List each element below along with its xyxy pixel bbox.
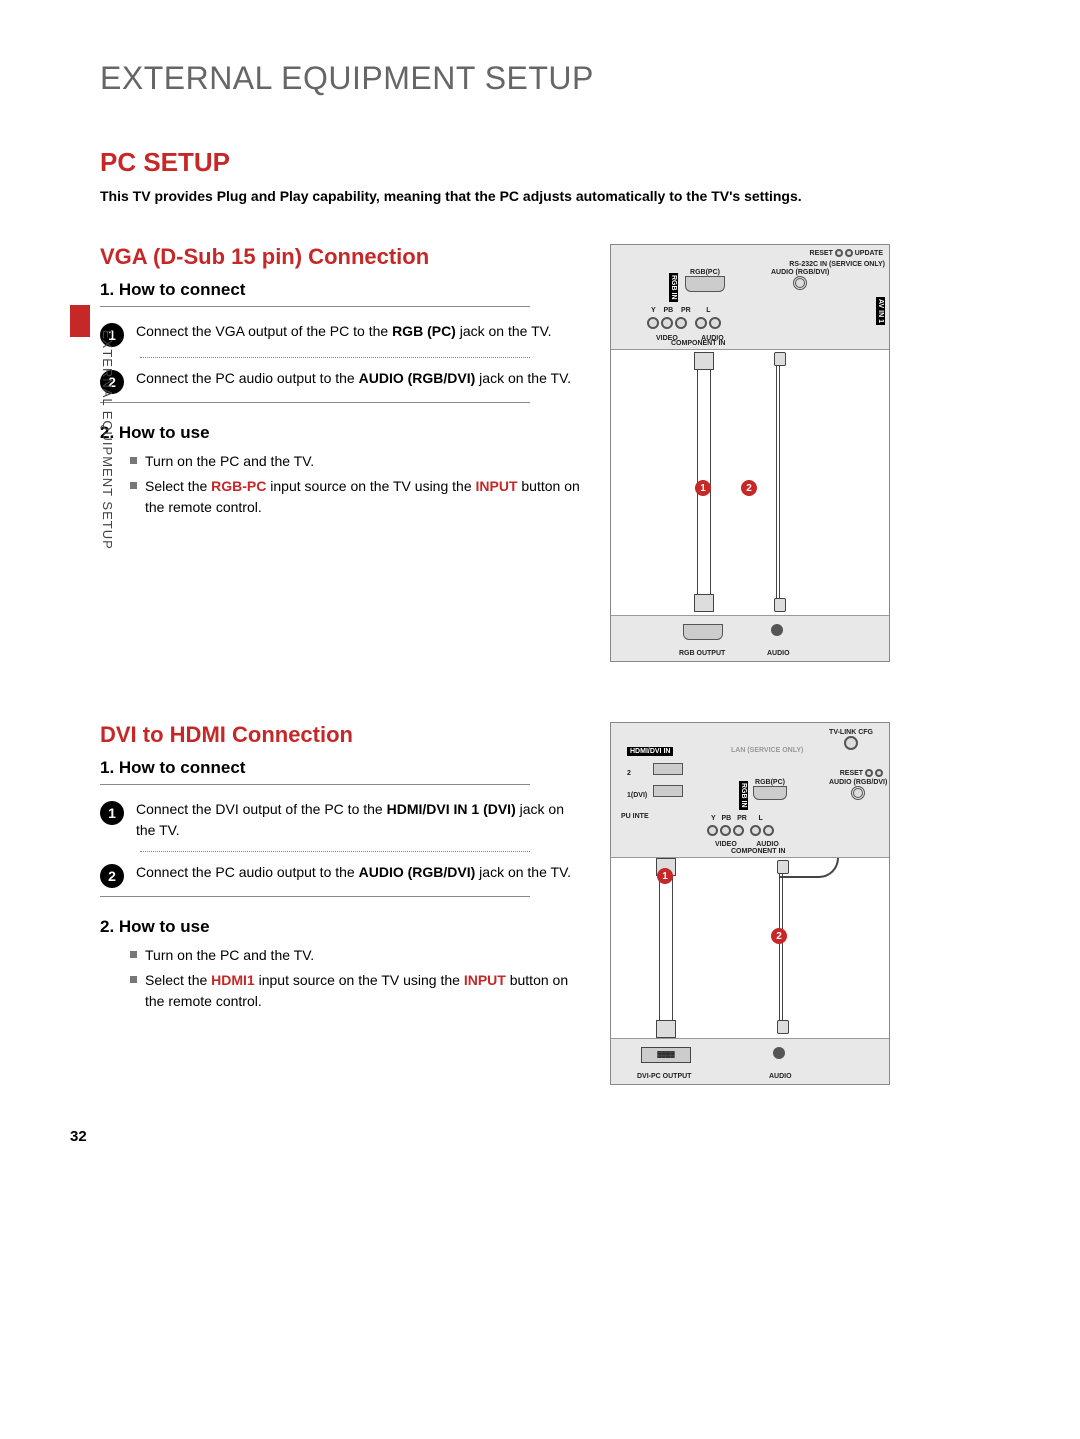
vga-step-1: 1 Connect the VGA output of the PC to th… (100, 321, 580, 347)
bullet-icon (130, 482, 137, 489)
step-text: Connect the DVI output of the PC to the … (136, 799, 580, 841)
divider (100, 896, 530, 897)
side-accent-tab (70, 305, 90, 337)
step-text: Connect the VGA output of the PC to the … (136, 321, 580, 342)
vga-title: VGA (D-Sub 15 pin) Connection (100, 244, 580, 270)
vga-step-2: 2 Connect the PC audio output to the AUD… (100, 368, 580, 394)
bullet-icon (130, 976, 137, 983)
divider (100, 784, 530, 785)
page-title: EXTERNAL EQUIPMENT SETUP (100, 60, 1010, 97)
divider (100, 402, 530, 403)
step-text: Connect the PC audio output to the AUDIO… (136, 368, 580, 389)
side-section-label: EXTERNAL EQUIPMENT SETUP (100, 330, 115, 550)
intro-text: This TV provides Plug and Play capabilit… (100, 188, 1010, 204)
vga-connection-diagram: RESET UPDATE RS-232C IN (SERVICE ONLY) R… (610, 244, 890, 662)
bullet-item: Select the RGB-PC input source on the TV… (130, 476, 580, 518)
step-number-badge: 1 (100, 801, 124, 825)
dvi-connect-title: 1. How to connect (100, 758, 580, 778)
divider (100, 306, 530, 307)
dvi-step-1: 1 Connect the DVI output of the PC to th… (100, 799, 580, 841)
divider-dotted (140, 851, 530, 852)
vga-connect-title: 1. How to connect (100, 280, 580, 300)
section-title: PC SETUP (100, 147, 1010, 178)
dvi-connection-diagram: TV-LINK CFG LAN (SERVICE ONLY) RESET HDM… (610, 722, 890, 1085)
bullet-icon (130, 457, 137, 464)
divider-dotted (140, 357, 530, 358)
step-number-badge: 2 (100, 864, 124, 888)
page-number: 32 (70, 1128, 87, 1145)
bullet-icon (130, 951, 137, 958)
step-text: Connect the PC audio output to the AUDIO… (136, 862, 580, 883)
dvi-step-2: 2 Connect the PC audio output to the AUD… (100, 862, 580, 888)
vga-use-title: 2. How to use (100, 423, 580, 443)
bullet-item: Turn on the PC and the TV. (130, 945, 580, 966)
bullet-item: Select the HDMI1 input source on the TV … (130, 970, 580, 1012)
dvi-use-title: 2. How to use (100, 917, 580, 937)
bullet-item: Turn on the PC and the TV. (130, 451, 580, 472)
dvi-title: DVI to HDMI Connection (100, 722, 580, 748)
